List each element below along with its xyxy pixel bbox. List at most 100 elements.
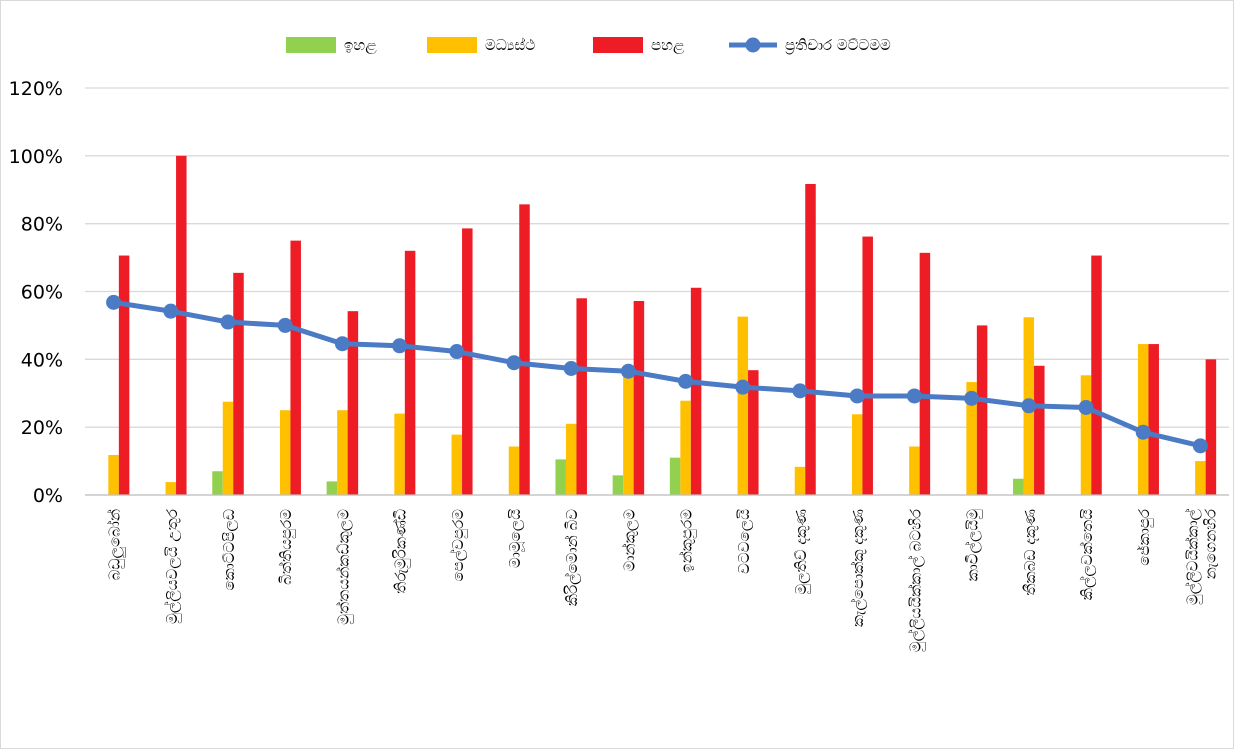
bar xyxy=(623,369,634,495)
x-category-label-line: මාන්කුලම xyxy=(620,509,638,572)
x-category-label-line: තිරුමුරිකණ්ඩි xyxy=(391,509,410,594)
legend-label: මධ්‍යස්ථ xyxy=(485,36,535,54)
axes: 0% 20% 40% 60% 80% 100% 120% බඩුලුබෝන් මුල්ලියවල… xyxy=(9,78,1229,652)
bar xyxy=(508,446,520,495)
x-category-label-line: නැගෙනහිර xyxy=(1201,509,1219,579)
x-category-label: මුත්තයන්කඩ්කුලම xyxy=(334,509,353,625)
bar xyxy=(118,255,130,495)
bar xyxy=(212,471,223,495)
bar xyxy=(337,410,348,495)
bar xyxy=(555,459,566,495)
bar xyxy=(669,457,681,495)
bar xyxy=(1013,478,1024,495)
bar xyxy=(165,482,177,495)
y-tick-label: 80% xyxy=(21,214,63,236)
line-point xyxy=(163,303,179,319)
x-category-label: බඩුලුබෝන් xyxy=(105,509,125,580)
bar xyxy=(862,236,873,495)
x-category-label-line: බිත්තියපුරම xyxy=(277,509,296,585)
bar xyxy=(748,370,759,495)
line-point xyxy=(106,294,122,310)
bar xyxy=(462,228,473,496)
line-point xyxy=(620,363,636,379)
bar xyxy=(1205,359,1217,495)
line-point xyxy=(1078,399,1094,415)
bar xyxy=(1148,344,1159,495)
x-category-label: මුල්ලියයික්කාල් බටහිර xyxy=(906,509,925,652)
legend-swatch xyxy=(427,37,477,53)
y-tick-label: 60% xyxy=(21,282,63,304)
legend-swatch xyxy=(286,37,336,53)
x-category-label-line: බඩුලුබෝන් xyxy=(105,509,125,580)
x-category-label-line: කාවිල්ලයිමු xyxy=(963,509,982,582)
bar xyxy=(1137,344,1149,495)
line-point xyxy=(792,383,808,399)
x-category-label: කාවිල්ලයිමු xyxy=(963,509,982,582)
x-category-label-line: මුල්ලියයික්කාල් බටහිර xyxy=(906,509,925,652)
line-point xyxy=(506,355,522,371)
line-point xyxy=(449,344,465,360)
y-tick-label: 20% xyxy=(21,417,63,439)
y-tick-label: 120% xyxy=(9,78,63,100)
legend-swatch xyxy=(593,37,643,53)
bar xyxy=(176,155,187,496)
legend: ඉහළ මධ්‍යස්ථ පහළ ප්‍රතිචාර මට්ටමම xyxy=(286,36,891,55)
bar xyxy=(1195,461,1206,495)
line-point xyxy=(906,388,922,404)
x-category-label: කිල්ලවක්තෙයි xyxy=(1078,509,1096,600)
x-category-label-line: මාමූලෙයි xyxy=(506,509,525,568)
bar xyxy=(233,272,244,495)
x-category-label: මාන්කුලම xyxy=(620,509,638,572)
bar xyxy=(279,410,291,495)
line-point xyxy=(678,373,694,389)
x-category-label: මුල්ලිවයික්කාල්නැගෙනහිර xyxy=(1183,508,1219,605)
x-category-label: වටවලෙයි xyxy=(735,509,753,574)
bar xyxy=(519,204,530,495)
x-category-label: කොට්ටපිලඩ xyxy=(220,509,238,591)
bar xyxy=(612,475,624,495)
line-point xyxy=(277,317,293,333)
x-category-label: මුල්ලියවලයි උතුර xyxy=(163,509,182,624)
line-point xyxy=(1192,438,1208,454)
bar xyxy=(1091,255,1102,495)
bar xyxy=(690,287,702,495)
x-category-label-line: වටවලෙයි xyxy=(735,509,753,574)
x-category-label: මාමූලෙයි xyxy=(506,509,525,568)
line-point xyxy=(849,388,865,404)
bar xyxy=(394,413,405,495)
bar xyxy=(633,300,645,495)
bar xyxy=(404,250,416,495)
legend-label: පහළ xyxy=(651,36,685,54)
x-category-label: කිරිල්මොන් බිව xyxy=(563,509,581,606)
bar xyxy=(805,183,816,495)
line-point xyxy=(392,338,408,354)
legend-label: ඉහළ xyxy=(344,36,377,54)
bar xyxy=(565,423,577,495)
bar xyxy=(1034,365,1045,495)
line-series xyxy=(106,294,1208,454)
x-category-label-line: මුලතිව් දකුණ xyxy=(792,509,811,595)
x-category-label: තීකබඩ දකුණ xyxy=(1021,509,1039,596)
bar xyxy=(108,454,119,495)
x-category-label-line: තීකබඩ දකුණ xyxy=(1021,509,1039,596)
x-category-label: පෙල්වපුරම xyxy=(449,509,468,582)
bar xyxy=(326,481,338,495)
bar xyxy=(737,316,749,495)
bar-series xyxy=(108,155,1217,496)
bar xyxy=(576,298,587,495)
bar xyxy=(794,466,806,495)
bar xyxy=(451,434,463,495)
x-category-label-line: කැල්පොක්කු දකුණ xyxy=(849,509,867,627)
y-tick-label: 40% xyxy=(21,349,63,371)
legend-swatch-marker xyxy=(745,37,761,53)
legend-label: ප්‍රතිචාර මට්ටමම xyxy=(785,36,891,55)
x-category-label: බිත්තියපුරම xyxy=(277,509,296,585)
x-category-label-line: පෙල්වපුරම xyxy=(449,509,468,582)
x-category-label-line: කොට්ටපිලඩ xyxy=(220,509,238,591)
series-line xyxy=(111,299,1203,449)
line-point xyxy=(964,390,980,406)
bar xyxy=(347,311,359,495)
x-category-label-line: ඉන්කුපුරම xyxy=(677,509,696,573)
